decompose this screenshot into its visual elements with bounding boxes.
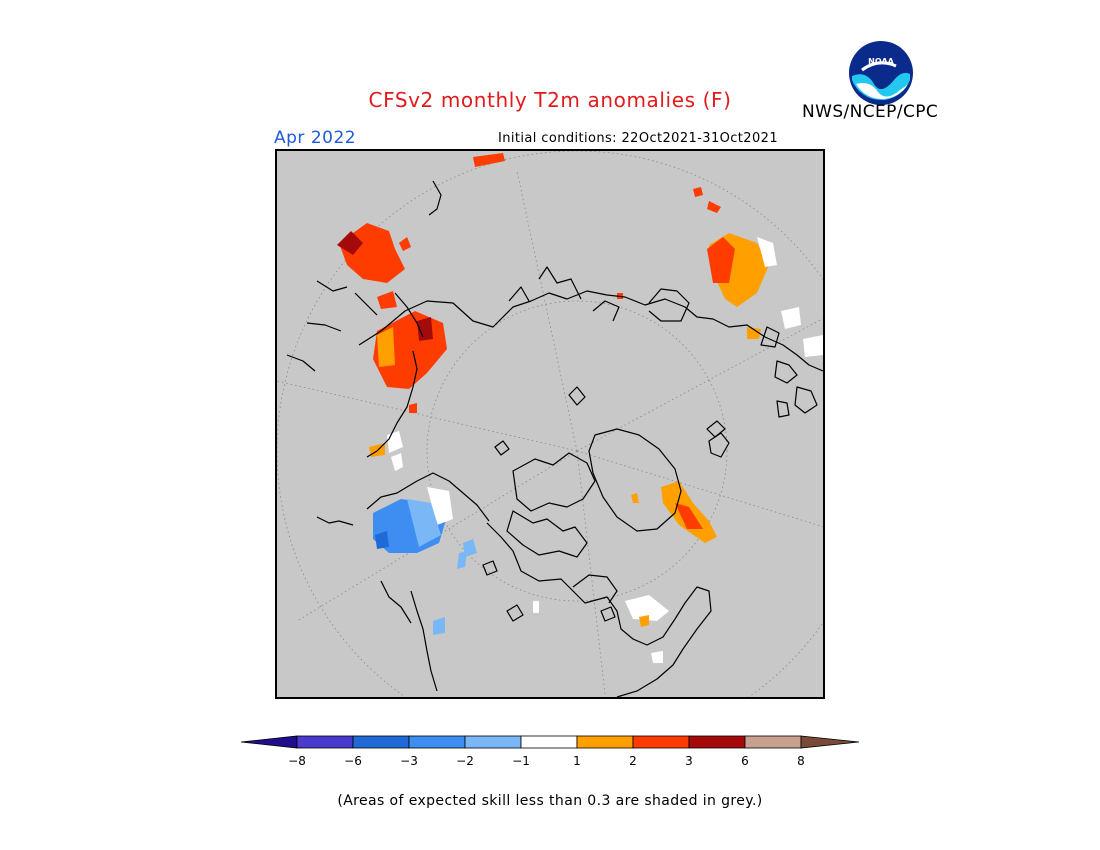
valid-month: Apr 2022 — [274, 128, 357, 148]
colorbar-segment — [520, 735, 578, 749]
colorbar-tick-label: −1 — [512, 754, 530, 768]
colorbar-segment — [632, 735, 690, 749]
colorbar-segment — [576, 735, 634, 749]
colorbar-tick-label: 6 — [741, 754, 749, 768]
colorbar-tick-label: −2 — [456, 754, 474, 768]
colorbar-tick-label: 1 — [573, 754, 581, 768]
graticule — [277, 151, 823, 697]
colorbar-segment — [744, 735, 802, 749]
anomaly-shading — [337, 153, 823, 663]
colorbar-tick-label: 3 — [685, 754, 693, 768]
map-title: CFSv2 monthly T2m anomalies (F) — [368, 88, 732, 112]
skill-footnote: (Areas of expected skill less than 0.3 a… — [337, 793, 763, 809]
colorbar-segment — [408, 735, 466, 749]
colorbar-segment — [688, 735, 746, 749]
colorbar-tick-label: 2 — [629, 754, 637, 768]
colorbar-arrow-high — [800, 735, 860, 749]
colorbar-segment — [464, 735, 522, 749]
agency-label: NWS/NCEP/CPC — [802, 102, 939, 122]
colorbar — [240, 735, 860, 749]
colorbar-segment — [352, 735, 410, 749]
coastlines — [286, 180, 823, 697]
colorbar-tick-label: −3 — [400, 754, 418, 768]
logo-text: NOAA — [868, 57, 894, 66]
colorbar-tick-label: −6 — [344, 754, 362, 768]
initial-conditions: Initial conditions: 22Oct2021-31Oct2021 — [498, 131, 778, 146]
colorbar-tick-label: −8 — [288, 754, 306, 768]
colorbar-segment — [296, 735, 354, 749]
noaa-logo-icon: NOAA — [849, 41, 913, 105]
colorbar-tick-label: 8 — [797, 754, 805, 768]
polar-map — [275, 149, 825, 699]
colorbar-arrow-low — [240, 735, 298, 749]
